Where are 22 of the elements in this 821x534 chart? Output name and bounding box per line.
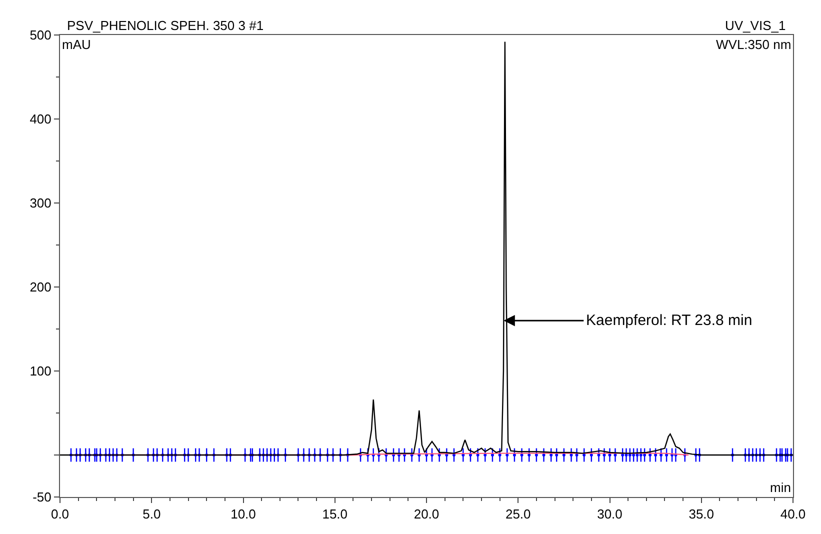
x-tick-label: 35.0	[688, 506, 714, 522]
line-series	[60, 41, 793, 456]
chart-title: PSV_PHENOLIC SPEH. 350 3 #1	[67, 18, 264, 33]
x-tick-label: 30.0	[597, 506, 622, 522]
y-tick-label: 300	[30, 196, 52, 211]
x-tick-label: 25.0	[505, 506, 531, 522]
annotation: WVL:350 nm	[716, 37, 792, 52]
x-tick-label: 15.0	[322, 506, 348, 522]
y-axis-title: mAU	[62, 37, 91, 52]
y-tick-label: 100	[30, 364, 52, 379]
y-tick-label: -50	[32, 490, 52, 505]
x-axis-title: min	[770, 480, 791, 495]
x-tick-label: 20.0	[414, 506, 440, 522]
x-tick-label: 5.0	[142, 506, 161, 522]
chart-subtitle: UV_VIS_1	[725, 18, 786, 33]
y-tick-label: 500	[30, 28, 52, 43]
x-tick-label: 0.0	[50, 506, 70, 522]
y-tick-label: 200	[30, 280, 52, 295]
y-tick-label: 400	[30, 112, 52, 127]
annotation: Kaempferol: RT 23.8 min	[586, 312, 752, 329]
x-tick-label: 40.0	[780, 506, 806, 522]
x-tick-label: 10.0	[230, 506, 256, 522]
